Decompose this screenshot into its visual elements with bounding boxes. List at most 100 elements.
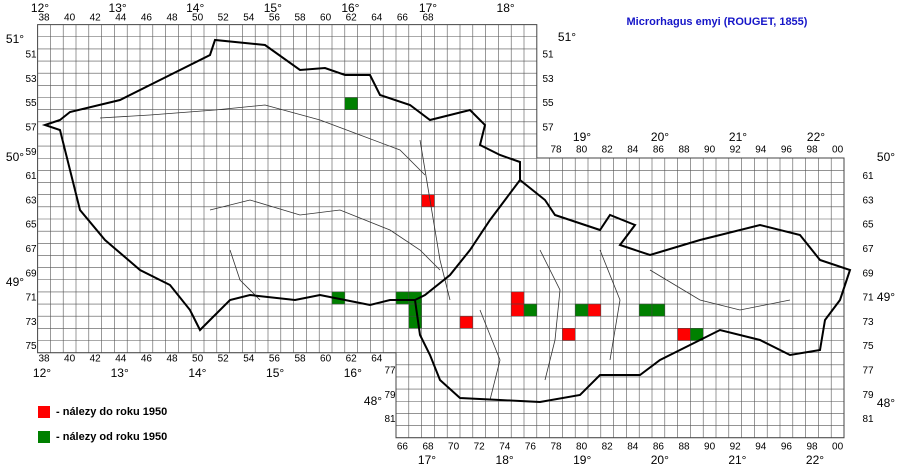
column-label: 54 [243,354,255,365]
column-label: 44 [115,354,127,365]
legend-label: - nálezy od roku 1950 [56,431,167,443]
record-cell [395,291,410,305]
row-label: 79 [862,390,874,401]
column-label: 38 [38,354,50,365]
latitude-label: 48° [877,396,895,410]
latitude-label: 49° [877,290,895,304]
rivers [99,104,791,401]
column-label: 64 [371,354,383,365]
column-label: 38 [38,13,50,24]
latitude-label: 50° [6,150,24,164]
column-label: 50 [192,354,204,365]
legend-swatch [38,431,50,443]
column-label: 84 [627,442,639,453]
column-label: 88 [678,442,690,453]
column-label: 82 [602,145,614,156]
row-label: 79 [384,390,396,401]
latitude-label: 51° [558,30,576,44]
row-label: 55 [25,98,37,109]
column-label: 76 [525,442,537,453]
row-label: 81 [384,414,396,425]
longitude-label: 21° [729,130,747,144]
longitude-label: 12° [31,1,49,15]
longitude-label: 19° [573,130,591,144]
row-label: 61 [25,171,37,182]
column-label: 58 [294,13,306,24]
column-label: 92 [730,442,742,453]
row-label: 73 [25,317,37,328]
row-label: 55 [542,98,554,109]
row-label: 77 [862,366,874,377]
longitude-label: 12° [33,366,51,380]
row-label: 81 [862,414,874,425]
row-label: 61 [862,171,874,182]
record-cell [344,97,358,110]
row-label: 63 [25,195,37,206]
record-cell [562,328,576,341]
row-label: 69 [25,268,37,279]
row-label: 75 [862,341,874,352]
column-label: 52 [218,13,230,24]
column-label: 96 [781,442,793,453]
row-label: 67 [25,244,37,255]
column-label: 86 [653,442,665,453]
grid-outline [37,24,845,439]
column-label: 80 [576,145,588,156]
column-label: 82 [602,442,614,453]
row-label: 65 [25,220,37,231]
row-label: 67 [862,244,874,255]
records [331,97,704,341]
row-label: 77 [384,366,396,377]
column-label: 62 [346,13,358,24]
column-label: 74 [499,442,511,453]
row-label: 51 [542,50,554,61]
row-label: 73 [862,317,874,328]
record-cell [421,194,435,208]
column-label: 60 [320,354,332,365]
longitude-label: 16° [344,366,362,380]
column-label: 98 [806,145,818,156]
column-label: 40 [64,354,76,365]
row-label: 59 [25,147,37,158]
column-label: 40 [64,13,76,24]
column-label: 62 [346,354,358,365]
column-label: 68 [422,13,434,24]
column-label: 58 [294,354,306,365]
column-label: 00 [832,442,844,453]
column-label: 56 [269,354,281,365]
record-cell [574,303,589,317]
row-label: 71 [25,293,37,304]
column-label: 94 [755,442,767,453]
column-label: 66 [397,442,409,453]
row-label: 75 [25,341,37,352]
longitude-label: 13° [111,366,129,380]
column-label: 60 [320,13,332,24]
row-label: 51 [25,50,37,61]
record-cell [651,303,666,317]
column-label: 46 [141,354,153,365]
column-label: 86 [653,145,665,156]
longitude-label: 15° [266,366,284,380]
row-label: 57 [542,123,554,134]
legend-label: - nálezy do roku 1950 [56,406,167,418]
border [41,38,852,404]
column-label: 88 [678,145,690,156]
longitude-label: 22° [807,130,825,144]
longitude-label: 21° [728,453,746,467]
row-label: 65 [862,220,874,231]
column-label: 90 [704,442,716,453]
column-label: 78 [550,145,562,156]
row-label: 57 [25,123,37,134]
column-label: 68 [422,442,434,453]
column-label: 52 [218,354,230,365]
record-cell [677,328,691,341]
latitude-label: 51° [6,32,24,46]
column-label: 66 [397,13,409,24]
longitude-label: 17° [419,1,437,15]
column-label: 90 [704,145,716,156]
column-label: 48 [166,13,178,24]
column-label: 80 [576,442,588,453]
record-cell [638,303,653,317]
grid [37,24,845,438]
longitude-label: 14° [186,1,204,15]
